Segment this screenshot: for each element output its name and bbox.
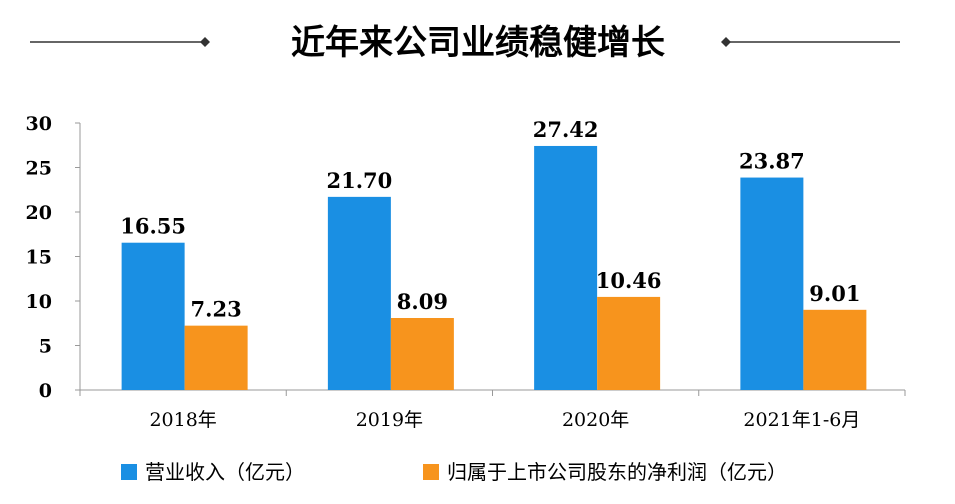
y-tick-label: 0: [39, 380, 52, 402]
bar-revenue: [740, 177, 804, 390]
y-tick-label: 5: [39, 336, 52, 358]
bar-revenue: [327, 196, 391, 390]
data-label-revenue: 21.70: [326, 168, 392, 193]
bar-net-profit: [803, 309, 867, 390]
data-label-revenue: 16.55: [120, 214, 186, 239]
legend-swatch-net-profit: [423, 464, 439, 480]
data-label-net-profit: 10.46: [596, 268, 662, 293]
legend: 营业收入（亿元） 归属于上市公司股东的净利润（亿元）: [121, 460, 787, 484]
chart-title: 近年来公司业绩稳健增长: [291, 23, 665, 63]
bar-net-profit: [184, 325, 248, 390]
y-tick-label: 25: [26, 158, 52, 180]
data-label-net-profit: 8.09: [397, 289, 448, 314]
x-tick-label: 2020年: [562, 409, 629, 431]
legend-label-net-profit: 归属于上市公司股东的净利润（亿元）: [447, 460, 787, 484]
data-labels: 16.55 21.70 27.42 23.87 7.23 8.09 10.46 9.01: [120, 117, 860, 322]
x-tick-label: 2019年: [356, 409, 423, 431]
y-tick-label: 15: [26, 247, 52, 269]
legend-swatch-revenue: [121, 464, 137, 480]
bar-net-profit: [390, 317, 454, 390]
bar-revenue: [534, 145, 598, 390]
y-axis-ticks: 0 5 10 15 20 25 30: [26, 113, 80, 402]
bars: [121, 145, 867, 390]
data-label-revenue: 23.87: [739, 149, 805, 174]
bar-net-profit: [597, 296, 661, 390]
y-tick-label: 30: [26, 113, 52, 135]
y-tick-label: 10: [26, 291, 52, 313]
data-label-net-profit: 9.01: [809, 281, 860, 306]
legend-label-revenue: 营业收入（亿元）: [145, 460, 305, 484]
y-tick-label: 20: [26, 202, 52, 224]
x-axis-labels: 2018年 2019年 2020年 2021年1-6月: [79, 390, 906, 431]
title-diamond-left: [200, 37, 210, 47]
bar-revenue: [121, 242, 185, 390]
x-tick-label: 2021年1-6月: [743, 409, 860, 431]
data-label-net-profit: 7.23: [191, 297, 242, 322]
x-tick-label: 2018年: [149, 409, 216, 431]
chart-title-group: 近年来公司业绩稳健增长: [30, 23, 900, 63]
data-label-revenue: 27.42: [533, 117, 599, 142]
